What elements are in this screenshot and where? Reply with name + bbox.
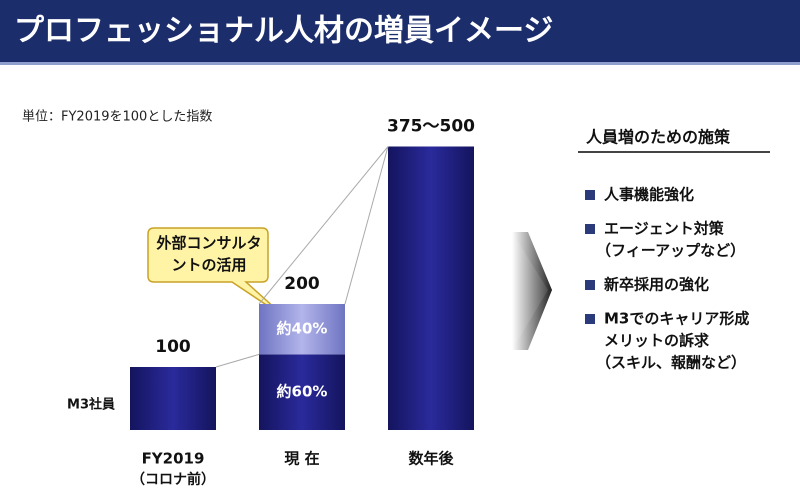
measure-item: エージェント対策 — [604, 220, 725, 238]
x-tick-label: 数年後 — [408, 450, 454, 468]
subtitle: 単位：FY2019を100とした指数 — [22, 109, 212, 125]
total-label: 200 — [284, 274, 320, 294]
measure-item: M3でのキャリア形成 — [604, 310, 749, 328]
share-label: 約60% — [277, 383, 328, 401]
bar-segment — [259, 304, 345, 355]
bar-segment — [388, 146, 474, 430]
total-label: 100 — [155, 337, 191, 357]
title-rule — [0, 62, 800, 65]
callout-text: 外部コンサルタントの活用 — [156, 234, 262, 274]
title-bar — [0, 0, 800, 62]
x-tick-label: FY2019 — [142, 450, 205, 468]
measure-item: 人事機能強化 — [604, 186, 694, 204]
connector — [215, 353, 260, 368]
bullet — [585, 280, 595, 290]
title: プロフェッショナル人材の増員イメージ — [14, 14, 553, 49]
measure-item: メリットの訴求 — [604, 332, 710, 350]
callout-box — [147, 227, 287, 319]
total-label: 375～500 — [387, 117, 475, 137]
connector — [344, 146, 389, 305]
measure-item: （フィーアップなど） — [596, 242, 745, 260]
legend-label: M3社員 — [67, 397, 115, 413]
bullet — [585, 224, 595, 234]
bar-segment — [130, 367, 216, 430]
x-tick-label: 現 在 — [284, 450, 319, 468]
bullet — [585, 190, 595, 200]
bullet — [585, 314, 595, 324]
measures-title: 人員増のための施策 — [586, 128, 731, 147]
bar-segment — [259, 354, 345, 430]
measure-item: 新卒採用の強化 — [604, 276, 709, 294]
share-label: 約40% — [277, 320, 328, 338]
arrow — [512, 232, 552, 350]
arrow — [512, 232, 552, 350]
measure-item: （スキル、報酬など） — [596, 354, 746, 372]
x-tick-sublabel: （コロナ前） — [131, 471, 215, 488]
connector — [258, 146, 389, 305]
